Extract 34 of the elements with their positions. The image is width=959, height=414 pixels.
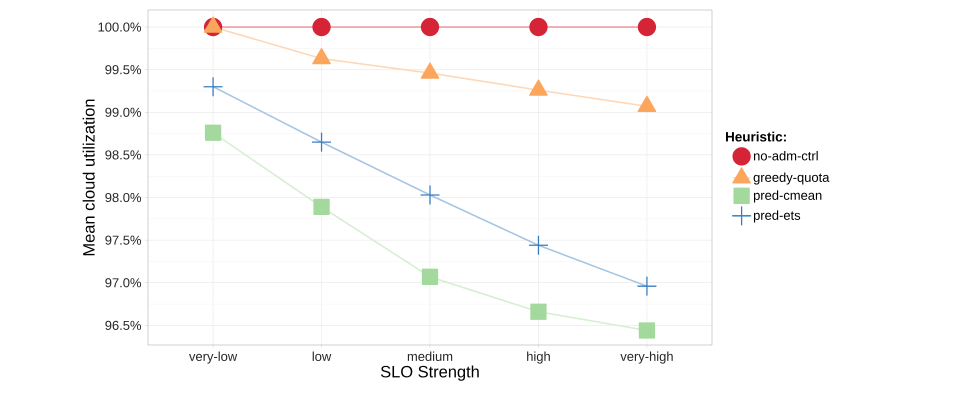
x-tick-label: high [527, 352, 550, 364]
point [311, 132, 332, 152]
point [422, 268, 438, 285]
y-tick-label: 96.5% [105, 320, 142, 330]
y-tick-label: 98.5% [105, 150, 142, 160]
point [638, 322, 656, 339]
point [530, 304, 547, 320]
x-tick-label: medium [408, 352, 452, 362]
y-tick-label: 100.0% [98, 22, 142, 32]
y-tick-label: 97.0% [105, 278, 142, 288]
legend-title: Heuristic: [726, 132, 786, 142]
point [202, 76, 224, 97]
x-tick-label: very-low [189, 352, 238, 364]
point [312, 18, 331, 36]
y-tick-label: 97.5% [105, 236, 142, 245]
y-tick-label: 99.5% [105, 65, 142, 74]
y-tick-label: 98.0% [105, 192, 142, 202]
x-tick-label: very-high [620, 352, 673, 364]
point [204, 124, 222, 141]
point [638, 18, 656, 36]
y-axis-title: Mean cloud utilization [82, 100, 95, 256]
legend-label: no-adm-ctrl [754, 150, 818, 160]
legend-label: pred-ets [754, 210, 800, 222]
point [529, 18, 548, 36]
point [636, 276, 658, 296]
y-tick-label: 99.0% [105, 108, 142, 117]
point [420, 184, 440, 206]
x-axis-title: SLO Strength [380, 365, 479, 381]
point [420, 18, 440, 36]
point [313, 198, 330, 216]
x-tick-label: low [312, 352, 332, 362]
legend-label: pred-cmean [754, 190, 822, 202]
point [528, 235, 549, 256]
legend-label: greedy-quota [754, 172, 830, 185]
